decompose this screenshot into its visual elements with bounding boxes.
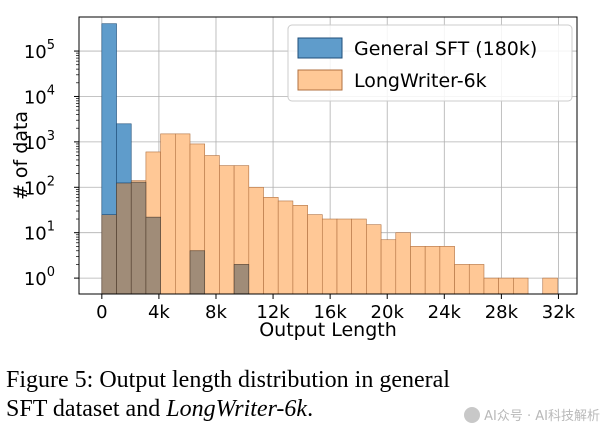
watermark: AI众号 · AI科技解析 [464, 405, 600, 424]
longwriter-bar-11 [263, 197, 279, 295]
longwriter-bar-12 [277, 200, 294, 295]
longwriter-bar-8 [219, 165, 235, 295]
longwriter-bar-19 [380, 239, 397, 295]
watermark-text: AI众号 · AI科技解析 [484, 409, 600, 424]
longwriter-bar-22 [424, 246, 441, 295]
longwriter-bar-27 [498, 277, 514, 295]
x-axis-ticks: 0 4k 8k 12k 16k 20k 24k 28k 32k [96, 294, 576, 323]
x-tick-label-6: 24k [428, 302, 462, 323]
x-tick-label-1: 4k [148, 302, 170, 323]
longwriter-bar-25 [468, 264, 485, 295]
y-tick-label-0: 100 [24, 265, 55, 290]
longwriter-bar-13 [292, 205, 308, 295]
longwriter-bar-26 [483, 277, 499, 295]
longwriter-bar-14 [307, 214, 323, 295]
x-tick-label-5: 20k [371, 302, 405, 323]
overlap-bar-0 [101, 214, 117, 295]
caption-line-2: SFT dataset and LongWriter-6k. [6, 395, 606, 424]
x-tick-label-8: 32k [542, 302, 576, 323]
general-sft-bar-0 [101, 23, 117, 215]
longwriter-bar-24 [454, 264, 470, 295]
longwriter-bar-5 [175, 133, 191, 295]
general-sft-bar-1 [116, 123, 132, 184]
legend-box [287, 24, 573, 102]
longwriter-bar-23 [439, 246, 455, 295]
longwriter-bar-20 [395, 232, 411, 295]
overlap-bar-5 [233, 264, 250, 295]
x-tick-label-2: 8k [205, 302, 227, 323]
y-tick-label-5: 105 [24, 38, 55, 63]
y-tick-label-3: 103 [24, 129, 55, 154]
legend: General SFT (180k) LongWriter-6k [287, 24, 573, 102]
legend-swatch-1 [297, 69, 343, 91]
y-tick-label-4: 104 [24, 83, 55, 108]
x-tick-label-4: 16k [313, 302, 347, 323]
legend-label-0: General SFT (180k) [354, 38, 537, 60]
figure-caption: Figure 5: Output length distribution in … [6, 366, 606, 424]
histogram-bars [101, 23, 558, 295]
x-tick-label-0: 0 [96, 302, 107, 323]
wechat-icon [464, 406, 481, 423]
longwriter-bar-28 [513, 277, 529, 295]
longwriter-bar-18 [366, 224, 382, 295]
longwriter-bar-4 [160, 133, 176, 295]
x-tick-label-7: 28k [485, 302, 519, 323]
longwriter-bar-10 [248, 186, 264, 295]
caption-line-2-prefix: SFT dataset and [6, 396, 167, 422]
y-tick-label-2: 102 [24, 174, 55, 199]
caption-line-2-suffix: . [307, 396, 314, 422]
x-tick-label-3: 12k [256, 302, 290, 323]
y-axis-ticks: 100 101 102 103 104 105 [24, 38, 79, 290]
x-axis-label: Output Length [259, 319, 397, 341]
overlap-bar-1 [116, 182, 132, 295]
caption-italic-title: LongWriter-6k [166, 396, 308, 422]
y-axis-label: # of data [10, 111, 32, 200]
overlap-bar-3 [145, 216, 161, 295]
longwriter-bar-29 [542, 277, 558, 295]
y-tick-label-1: 101 [24, 220, 55, 245]
legend-label-1: LongWriter-6k [354, 70, 487, 92]
histogram-chart: 0 4k 8k 12k 16k 20k 24k 28k 32k 1001011021031041… [10, 16, 578, 341]
legend-swatch-0 [297, 37, 343, 59]
longwriter-bar-16 [336, 218, 352, 295]
longwriter-bar-15 [321, 218, 338, 295]
longwriter-bar-17 [351, 218, 367, 295]
overlap-bar-2 [130, 181, 147, 295]
overlap-bar-4 [189, 250, 206, 295]
longwriter-bar-7 [204, 155, 220, 295]
caption-line-1: Figure 5: Output length distribution in … [6, 367, 450, 393]
longwriter-bar-21 [410, 246, 426, 295]
